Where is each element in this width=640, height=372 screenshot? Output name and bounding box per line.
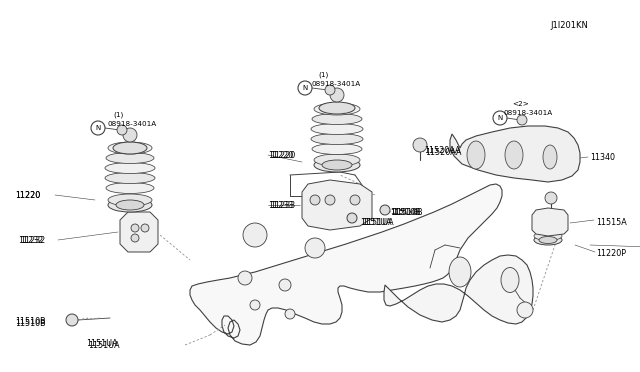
Text: 1151UA: 1151UA [88, 340, 120, 350]
Ellipse shape [539, 237, 557, 244]
Ellipse shape [312, 113, 362, 125]
Circle shape [285, 309, 295, 319]
Ellipse shape [314, 158, 360, 172]
Circle shape [545, 192, 557, 204]
Circle shape [517, 115, 527, 125]
Text: 11510B: 11510B [15, 318, 45, 327]
Ellipse shape [108, 198, 152, 212]
Text: N: N [95, 125, 100, 131]
Ellipse shape [311, 124, 363, 135]
Polygon shape [450, 126, 580, 182]
Ellipse shape [534, 231, 562, 241]
Text: 1151UA: 1151UA [362, 218, 394, 227]
Text: J1I201KN: J1I201KN [550, 20, 588, 29]
Ellipse shape [314, 103, 360, 115]
Text: 11220: 11220 [268, 151, 293, 160]
Text: 11515A: 11515A [596, 218, 627, 227]
Ellipse shape [106, 153, 154, 164]
Text: N: N [302, 85, 308, 91]
Circle shape [131, 234, 139, 242]
Circle shape [325, 195, 335, 205]
Circle shape [123, 128, 137, 142]
Ellipse shape [501, 267, 519, 292]
Ellipse shape [108, 142, 152, 154]
Ellipse shape [322, 160, 352, 170]
Text: 08918-3401A: 08918-3401A [312, 81, 361, 87]
Text: 11220: 11220 [15, 190, 40, 199]
Ellipse shape [311, 134, 363, 144]
Circle shape [66, 314, 78, 326]
Ellipse shape [116, 200, 144, 210]
Circle shape [91, 121, 105, 135]
Text: 11510B: 11510B [15, 317, 45, 327]
Ellipse shape [467, 141, 485, 169]
Ellipse shape [105, 163, 155, 173]
Ellipse shape [534, 224, 562, 232]
Ellipse shape [314, 154, 360, 166]
Ellipse shape [105, 173, 155, 183]
Text: 1151UA: 1151UA [86, 340, 118, 349]
Ellipse shape [505, 141, 523, 169]
Text: 11510B: 11510B [392, 208, 422, 217]
Circle shape [141, 224, 149, 232]
Polygon shape [190, 184, 502, 345]
Circle shape [298, 81, 312, 95]
Polygon shape [302, 180, 372, 230]
Circle shape [325, 85, 335, 95]
Ellipse shape [312, 144, 362, 154]
Circle shape [243, 223, 267, 247]
Polygon shape [120, 212, 158, 252]
Circle shape [238, 271, 252, 285]
Ellipse shape [449, 257, 471, 287]
Circle shape [517, 302, 533, 318]
Circle shape [279, 279, 291, 291]
Text: 1151UA: 1151UA [360, 218, 392, 227]
Ellipse shape [534, 235, 562, 245]
Ellipse shape [534, 215, 562, 224]
Text: 11510B: 11510B [390, 208, 420, 217]
Text: 08918-3401A: 08918-3401A [504, 110, 553, 116]
Text: 11220: 11220 [270, 151, 295, 160]
Circle shape [250, 300, 260, 310]
Circle shape [330, 88, 344, 102]
Circle shape [380, 205, 390, 215]
Polygon shape [532, 208, 568, 236]
Circle shape [347, 213, 357, 223]
Text: 1151×B: 1151×B [390, 209, 419, 215]
Text: N: N [497, 115, 502, 121]
Ellipse shape [108, 194, 152, 206]
Text: (1): (1) [318, 72, 328, 78]
Text: 11233: 11233 [268, 201, 293, 209]
Ellipse shape [106, 183, 154, 193]
Circle shape [305, 238, 325, 258]
Text: 11232: 11232 [20, 235, 45, 244]
Text: 11520AA: 11520AA [425, 148, 461, 157]
Text: 11220: 11220 [15, 190, 40, 199]
Circle shape [117, 125, 127, 135]
Ellipse shape [319, 102, 355, 114]
Text: 11232: 11232 [18, 235, 44, 244]
Circle shape [310, 195, 320, 205]
Text: <2>: <2> [512, 101, 529, 107]
Circle shape [131, 224, 139, 232]
Text: 08918-3401A: 08918-3401A [108, 121, 157, 127]
Ellipse shape [543, 145, 557, 169]
Text: 11220P: 11220P [596, 250, 626, 259]
Text: 11520AA: 11520AA [424, 145, 461, 154]
Text: (1): (1) [113, 112, 124, 118]
Polygon shape [384, 255, 533, 324]
Circle shape [493, 111, 507, 125]
Text: 11233: 11233 [270, 201, 295, 209]
Circle shape [413, 138, 427, 152]
Circle shape [350, 195, 360, 205]
Text: 11340: 11340 [590, 153, 615, 161]
Ellipse shape [113, 142, 147, 154]
